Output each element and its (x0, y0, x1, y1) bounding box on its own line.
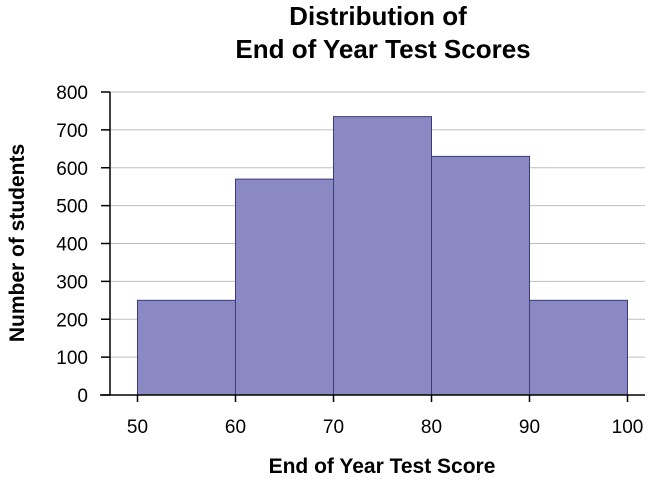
bars (137, 116, 628, 396)
x-tick-label-70: 70 (323, 417, 344, 438)
y-tick-labels: 0 100 200 300 400 500 600 700 800 (56, 83, 88, 407)
y-tick-label-800: 800 (56, 83, 88, 104)
chart-title-line-1: Distribution of (289, 1, 467, 31)
y-axis-title: Number of students (6, 144, 29, 342)
y-tick-label-100: 100 (56, 348, 88, 369)
bar-80-90 (431, 155, 530, 396)
bar-70-80 (333, 116, 432, 396)
x-tick-labels: 50 60 70 80 90 100 (127, 417, 643, 438)
y-tick-label-200: 200 (56, 310, 88, 331)
x-tick-label-50: 50 (127, 417, 148, 438)
y-tick-label-0: 0 (77, 386, 88, 407)
y-tick-label-400: 400 (56, 235, 88, 256)
y-tick-label-300: 300 (56, 272, 88, 293)
bar-60-70 (235, 178, 334, 396)
x-tick-label-90: 90 (519, 417, 540, 438)
x-tick-label-80: 80 (421, 417, 442, 438)
y-tick-label-600: 600 (56, 159, 88, 180)
x-tick-label-60: 60 (225, 417, 246, 438)
x-axis-title: End of Year Test Score (269, 455, 496, 478)
bar-50-60 (137, 299, 236, 396)
y-tick-label-700: 700 (56, 121, 88, 142)
axes (100, 91, 645, 402)
chart-title-line-2: End of Year Test Scores (235, 34, 530, 64)
x-tick-label-100: 100 (612, 417, 644, 438)
bar-90-100 (529, 299, 628, 396)
y-tick-label-500: 500 (56, 197, 88, 218)
